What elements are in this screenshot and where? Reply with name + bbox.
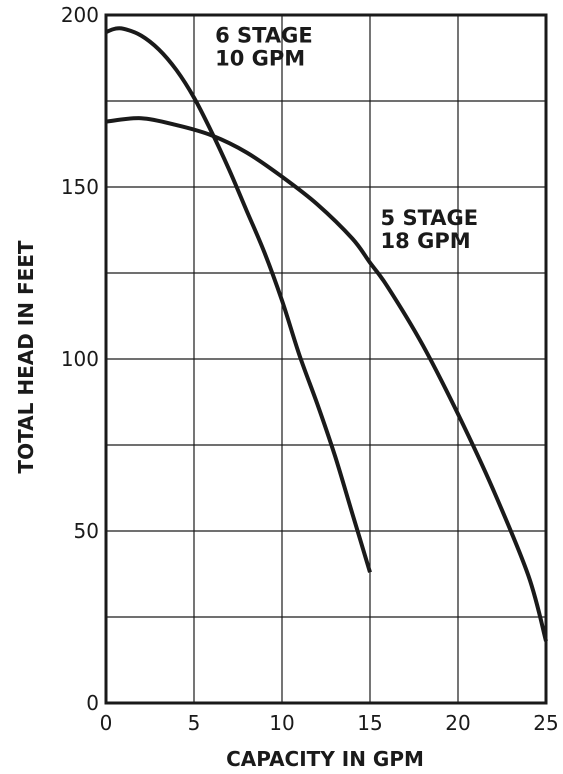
annotation-line: 10 GPM <box>215 47 305 71</box>
x-tick-label: 15 <box>357 711 382 735</box>
y-tick-label: 100 <box>61 347 99 371</box>
annotation-line: 6 STAGE <box>215 24 313 48</box>
x-tick-label: 25 <box>533 711 558 735</box>
x-tick-label: 5 <box>188 711 201 735</box>
grid <box>106 15 546 703</box>
x-tick-label: 0 <box>100 711 113 735</box>
series-line-1 <box>105 26 372 573</box>
x-tick-label: 20 <box>445 711 470 735</box>
y-axis-label: TOTAL HEAD IN FEET <box>14 240 38 473</box>
y-tick-label: 0 <box>86 691 99 715</box>
curve-annotation-2: 5 STAGE 18 GPM <box>381 206 479 253</box>
x-axis-label: CAPACITY IN GPM <box>226 747 424 771</box>
tick-labels: 0 5 10 15 20 25 0 50 100 150 200 <box>61 3 559 735</box>
annotation-line: 5 STAGE <box>381 206 479 230</box>
annotations: 6 STAGE 10 GPM 5 STAGE 18 GPM <box>215 24 478 253</box>
series-group <box>105 26 548 642</box>
plot-frame <box>104 13 548 705</box>
y-tick-label: 150 <box>61 175 99 199</box>
series-line-2 <box>105 116 548 642</box>
curve-annotation-1: 6 STAGE 10 GPM <box>215 24 313 71</box>
y-tick-label: 200 <box>61 3 99 27</box>
y-tick-label: 50 <box>74 519 99 543</box>
annotation-line: 18 GPM <box>381 229 471 253</box>
x-tick-label: 10 <box>269 711 294 735</box>
